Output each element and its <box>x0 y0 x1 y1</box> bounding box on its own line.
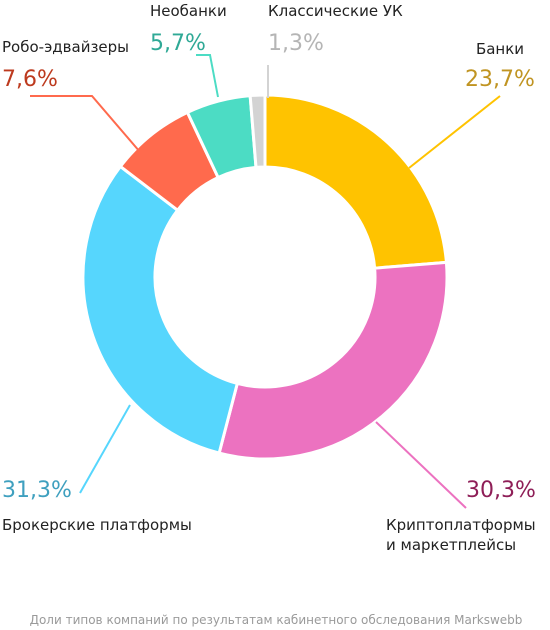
chart-leader-lines <box>30 54 501 509</box>
donut-slice-6 <box>248 93 267 169</box>
category-label-2: Криптоплатформы и маркетплейсы <box>386 516 536 554</box>
leader-line-1 <box>408 95 501 169</box>
value-label-6: 1,3% <box>268 31 324 56</box>
category-label-5: Необанки <box>150 2 227 20</box>
leader-line-3 <box>79 404 131 494</box>
value-label-5: 5,7% <box>150 31 206 56</box>
donut-slice-1 <box>263 93 448 270</box>
chart-labels: Банки 23,7% Криптоплатформы и маркетплейсы 3… <box>2 2 536 554</box>
leader-line-2 <box>375 421 467 509</box>
value-label-2: 30,3% <box>466 478 536 503</box>
category-label-1: Банки <box>476 40 524 58</box>
value-label-4: 7,6% <box>2 67 58 92</box>
leader-line-4 <box>30 95 141 153</box>
donut-slice-2 <box>217 260 449 461</box>
chart-footnote: Доли типов компаний по результатам кабин… <box>30 613 523 627</box>
value-label-3: 31,3% <box>2 478 72 503</box>
category-label-3: Брокерские платформы <box>2 516 192 534</box>
category-label-4: Робо-эдвайзеры <box>2 38 129 56</box>
leader-line-5 <box>196 54 219 98</box>
category-label-6: Классические УК <box>268 2 403 20</box>
donut-slice-3 <box>81 164 239 455</box>
chart-slices <box>81 93 449 461</box>
value-label-1: 23,7% <box>465 67 535 92</box>
